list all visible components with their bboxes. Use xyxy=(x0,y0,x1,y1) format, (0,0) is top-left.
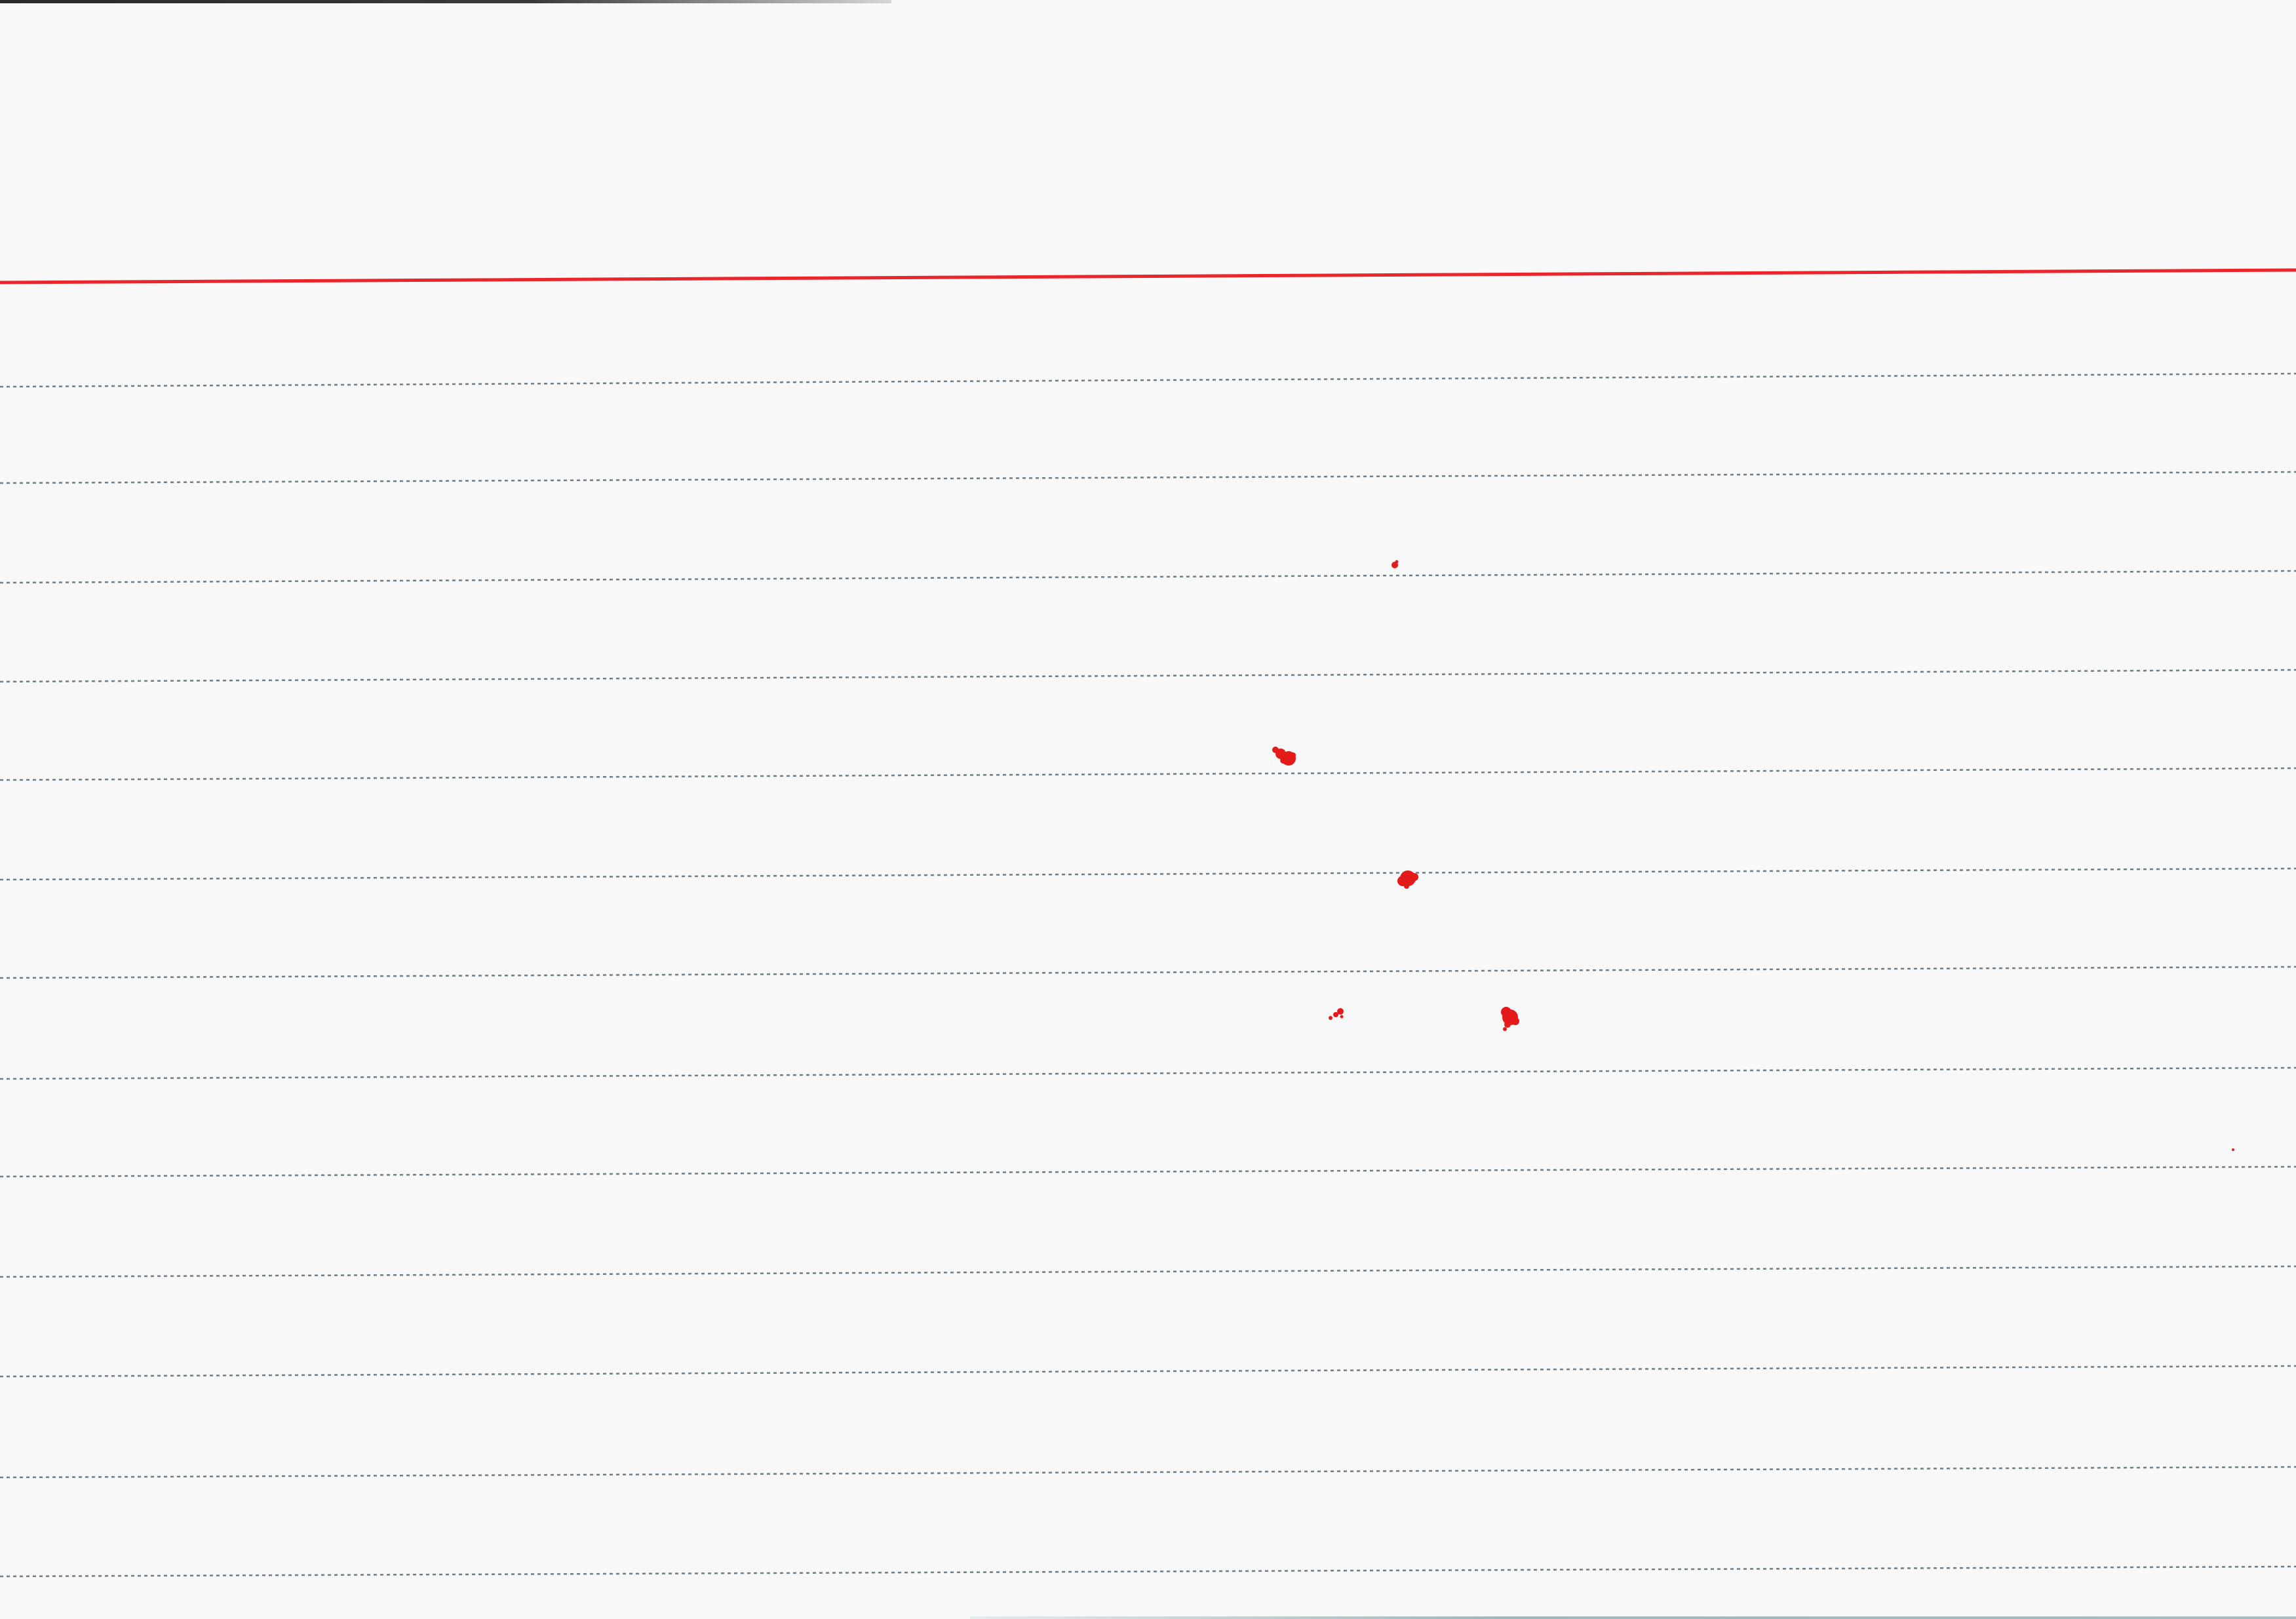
ruled-line xyxy=(0,1265,2296,1278)
header-rule xyxy=(0,268,2296,284)
ink-spot xyxy=(1397,870,1418,889)
ruled-line xyxy=(0,1066,2296,1080)
ruled-line xyxy=(0,471,2296,484)
card-top-edge xyxy=(0,0,891,3)
card-bottom-edge xyxy=(970,1616,2296,1619)
ink-spot xyxy=(2232,1148,2234,1151)
ruled-line xyxy=(0,1565,2296,1578)
ruled-line xyxy=(0,372,2296,388)
ruled-line xyxy=(0,767,2296,781)
ruled-lines xyxy=(0,372,2296,1578)
ink-spot xyxy=(1501,1007,1519,1031)
ruled-line xyxy=(0,669,2296,683)
ink-spots xyxy=(1272,560,2234,1151)
ruled-line xyxy=(0,570,2296,584)
ink-spot xyxy=(1329,1008,1344,1020)
ink-spot xyxy=(1272,747,1296,766)
ruled-line xyxy=(0,966,2296,979)
ruled-line xyxy=(0,1466,2296,1479)
ruled-line xyxy=(0,1165,2296,1178)
ruled-line xyxy=(0,867,2296,881)
ruled-line xyxy=(0,1365,2296,1378)
ink-spot xyxy=(1391,560,1399,568)
